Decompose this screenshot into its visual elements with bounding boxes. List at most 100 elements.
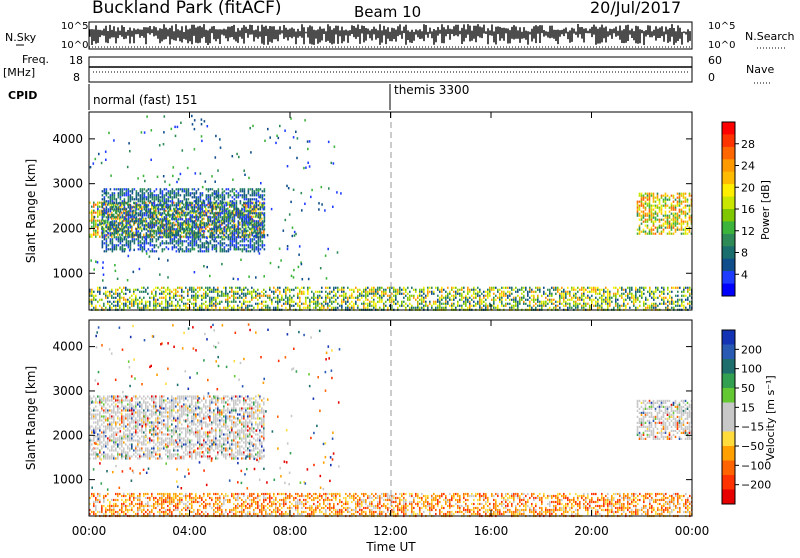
range-cell xyxy=(236,242,238,244)
range-cell xyxy=(179,307,181,309)
range-cell xyxy=(303,307,305,309)
range-cell xyxy=(641,215,643,217)
range-cell xyxy=(115,289,117,291)
range-cell xyxy=(421,307,423,309)
range-cell xyxy=(421,303,423,305)
range-cell xyxy=(359,293,361,295)
range-cell xyxy=(208,206,210,208)
range-cell xyxy=(172,224,174,226)
range-cell xyxy=(621,305,623,307)
range-cell xyxy=(134,238,136,240)
range-cell xyxy=(621,287,623,289)
range-cell xyxy=(327,287,329,289)
range-cell xyxy=(192,208,194,210)
range-cell xyxy=(389,295,391,297)
range-cell xyxy=(260,234,262,236)
range-cell xyxy=(475,293,477,295)
range-cell xyxy=(188,238,190,240)
range-cell xyxy=(397,303,399,305)
range-cell xyxy=(188,206,190,208)
range-cell xyxy=(192,214,194,216)
range-cell xyxy=(118,196,120,198)
range-cell xyxy=(647,291,649,293)
range-cell xyxy=(161,307,163,309)
range-cell xyxy=(483,301,485,303)
range-cell xyxy=(109,301,111,303)
range-cell xyxy=(184,230,186,232)
range-cell xyxy=(673,303,675,305)
range-cell xyxy=(202,246,204,248)
range-cell xyxy=(166,242,168,244)
range-cell xyxy=(204,242,206,244)
range-cell xyxy=(251,305,253,307)
range-cell xyxy=(241,291,243,293)
range-cell xyxy=(198,244,200,246)
range-cell xyxy=(159,222,161,224)
range-cell xyxy=(231,301,233,303)
range-cell xyxy=(140,190,142,192)
range-cell xyxy=(637,201,639,203)
range-cell xyxy=(243,293,245,295)
range-cell xyxy=(379,289,381,291)
range-cell xyxy=(221,301,223,303)
range-cell xyxy=(203,289,205,291)
range-cell xyxy=(263,293,265,295)
range-cell xyxy=(373,287,375,289)
range-cell xyxy=(625,289,627,291)
range-cell xyxy=(166,194,168,196)
range-cell xyxy=(166,226,168,228)
range-cell xyxy=(226,210,228,212)
range-cell xyxy=(363,291,365,293)
range-cell xyxy=(99,289,101,291)
range-cell xyxy=(257,299,259,301)
range-cell xyxy=(205,295,207,297)
range-cell xyxy=(240,228,242,230)
range-cell xyxy=(571,287,573,289)
range-cell xyxy=(349,289,351,291)
scatter-point xyxy=(175,135,177,137)
scatter-point xyxy=(244,174,246,176)
cpid-segment-normal: normal (fast) 151 xyxy=(93,93,197,107)
range-cell xyxy=(246,222,248,224)
range-cell xyxy=(209,287,211,289)
range-cell xyxy=(101,307,103,309)
range-cell xyxy=(232,234,234,236)
range-cell xyxy=(176,192,178,194)
range-cell xyxy=(155,291,157,293)
freq-tick-top: 18 xyxy=(69,54,83,67)
range-cell xyxy=(174,228,176,230)
range-cell xyxy=(313,303,315,305)
range-cell xyxy=(283,299,285,301)
range-cell xyxy=(637,209,639,211)
range-cell xyxy=(252,192,254,194)
range-cell xyxy=(501,287,503,289)
range-cell xyxy=(423,301,425,303)
range-cell xyxy=(95,299,97,301)
range-cell xyxy=(134,222,136,224)
range-cell xyxy=(182,218,184,220)
range-cell xyxy=(168,192,170,194)
range-cell xyxy=(242,240,244,242)
range-cell xyxy=(190,204,192,206)
range-cell xyxy=(164,216,166,218)
range-cell xyxy=(152,226,154,228)
range-cell xyxy=(243,301,245,303)
range-cell xyxy=(112,220,114,222)
range-cell xyxy=(673,201,675,203)
range-cell xyxy=(139,291,141,293)
range-cell xyxy=(153,297,155,299)
range-cell xyxy=(124,200,126,202)
range-cell xyxy=(645,219,647,221)
range-cell xyxy=(166,228,168,230)
range-cell xyxy=(331,291,333,293)
range-cell xyxy=(673,195,675,197)
range-cell xyxy=(573,305,575,307)
range-cell xyxy=(639,229,641,231)
range-cell xyxy=(417,301,419,303)
range-cell xyxy=(655,207,657,209)
range-cell xyxy=(164,198,166,200)
range-cell xyxy=(152,202,154,204)
range-cell xyxy=(110,228,112,230)
range-cell xyxy=(131,228,133,230)
range-cell xyxy=(192,202,194,204)
